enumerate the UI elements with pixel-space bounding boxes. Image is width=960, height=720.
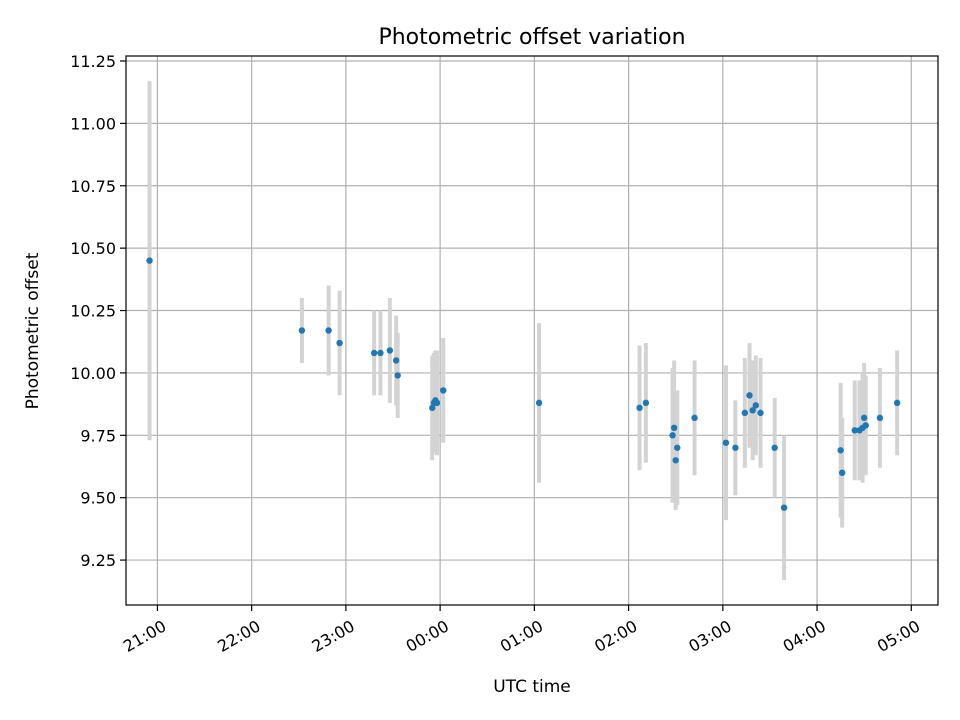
data-point (749, 407, 756, 414)
data-point (669, 432, 676, 439)
data-point (837, 447, 844, 454)
y-tick-label: 10.75 (70, 177, 116, 196)
y-tick-label: 11.00 (70, 114, 116, 133)
data-point (893, 399, 901, 407)
data-point (876, 414, 884, 422)
data-point (752, 402, 760, 409)
data-points (146, 257, 901, 511)
data-point (370, 349, 378, 357)
data-point (433, 399, 441, 407)
data-point (394, 372, 401, 379)
data-point (377, 349, 384, 357)
data-point (298, 327, 306, 334)
data-point (642, 399, 650, 407)
data-point (535, 399, 543, 407)
x-axis-label: UTC time (493, 677, 571, 697)
data-point (672, 457, 679, 464)
y-tick-label: 9.25 (80, 551, 116, 570)
data-point (780, 504, 788, 511)
chart-title: Photometric offset variation (378, 25, 685, 50)
data-point (838, 469, 846, 476)
data-point (440, 387, 447, 394)
data-point (429, 404, 436, 412)
data-point (146, 257, 153, 264)
data-point (771, 444, 778, 451)
data-point (732, 444, 739, 451)
data-point (862, 422, 869, 429)
data-point (860, 414, 868, 422)
data-point (691, 414, 698, 422)
data-point (636, 404, 643, 412)
data-point (386, 347, 394, 354)
grid-lines (126, 56, 938, 605)
data-point (325, 327, 332, 334)
data-point (746, 392, 753, 399)
y-axis-label: Photometric offset (23, 252, 43, 409)
y-tick-label: 10.00 (70, 364, 116, 383)
y-tick-label: 11.25 (70, 52, 116, 71)
data-point (722, 439, 730, 446)
y-tick-label: 10.50 (70, 239, 116, 258)
y-tick-label: 9.50 (80, 489, 116, 508)
plot-frame (125, 55, 939, 606)
data-point (741, 409, 749, 417)
y-tick-label: 10.25 (70, 302, 116, 321)
data-point (392, 357, 400, 364)
data-point (851, 427, 858, 434)
data-point (757, 409, 764, 417)
data-point (670, 424, 678, 432)
y-tick-label: 9.75 (80, 426, 116, 445)
data-point (336, 339, 343, 347)
data-point (674, 444, 681, 451)
